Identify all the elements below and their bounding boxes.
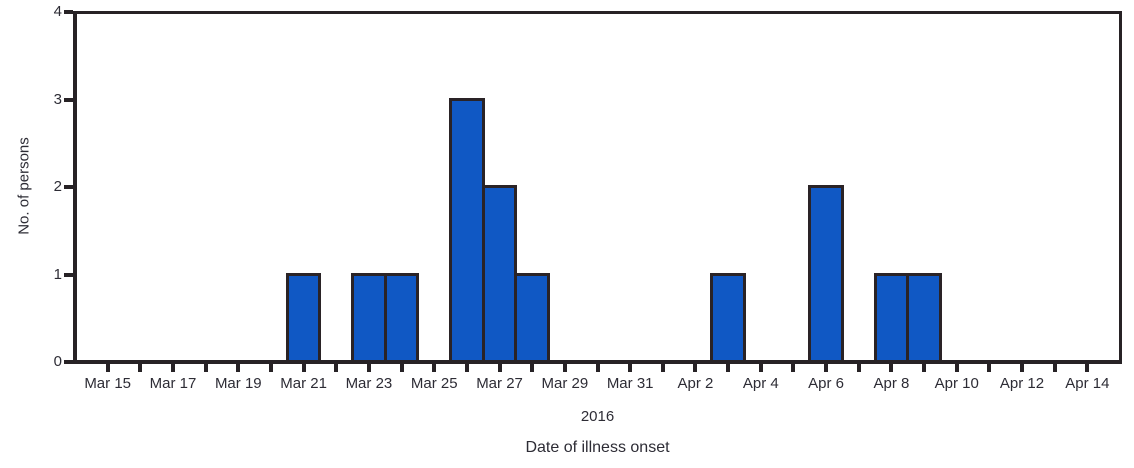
x-axis-tick bbox=[856, 364, 861, 372]
x-axis-tick-label: Mar 23 bbox=[345, 375, 393, 392]
x-axis-tick-label: Mar 19 bbox=[214, 375, 262, 392]
x-axis-tick bbox=[366, 364, 371, 372]
bar bbox=[383, 272, 420, 360]
x-axis-tick bbox=[791, 364, 796, 372]
x-axis-tick bbox=[922, 364, 927, 372]
x-axis-tick-label: Mar 27 bbox=[476, 375, 523, 392]
x-axis-tick bbox=[562, 364, 567, 372]
x-axis-tick bbox=[660, 364, 665, 372]
x-axis-tick-label: Apr 4 bbox=[742, 375, 779, 392]
y-axis-tick-label: 3 bbox=[53, 90, 62, 108]
x-axis-tick bbox=[138, 364, 143, 372]
plot-area bbox=[73, 11, 1122, 364]
x-axis-tick-label: Apr 10 bbox=[934, 375, 979, 392]
bar bbox=[285, 272, 322, 360]
x-axis-tick-label: Mar 29 bbox=[541, 375, 589, 392]
x-axis-tick bbox=[1085, 364, 1090, 372]
x-axis-tick-label: Mar 21 bbox=[280, 375, 327, 392]
x-axis-tick bbox=[693, 364, 698, 372]
x-axis-tick bbox=[170, 364, 175, 372]
x-axis-tick-label: Apr 12 bbox=[999, 375, 1045, 392]
y-axis-tick-label: 1 bbox=[53, 265, 62, 283]
bar bbox=[906, 272, 942, 360]
x-axis-tick-label: Apr 2 bbox=[677, 375, 714, 392]
x-axis-tick-label: Apr 14 bbox=[1065, 375, 1110, 392]
y-axis-tick-label: 0 bbox=[53, 353, 62, 370]
y-axis-tick bbox=[64, 185, 73, 189]
y-axis-tick bbox=[64, 272, 73, 277]
y-axis-tick-label: 4 bbox=[53, 3, 62, 20]
x-axis-tick bbox=[726, 364, 731, 372]
x-axis-tick bbox=[464, 364, 469, 372]
x-axis-year-label: 2016 bbox=[580, 408, 615, 425]
bar bbox=[449, 97, 485, 360]
x-axis-tick bbox=[824, 364, 829, 372]
x-axis-tick bbox=[954, 364, 959, 372]
bar bbox=[873, 272, 910, 360]
x-axis-tick bbox=[105, 364, 110, 372]
x-axis-tick bbox=[432, 364, 437, 372]
x-axis-tick bbox=[628, 364, 633, 372]
x-axis-tick bbox=[1052, 364, 1057, 372]
bar bbox=[351, 272, 387, 360]
bar bbox=[710, 272, 746, 360]
x-axis-tick bbox=[236, 364, 241, 372]
x-axis-tick bbox=[203, 364, 208, 372]
x-axis-tick bbox=[595, 364, 600, 372]
x-axis-tick bbox=[758, 364, 763, 372]
y-axis-tick-label: 2 bbox=[53, 178, 62, 195]
x-axis-tick bbox=[530, 364, 535, 372]
x-axis-tick-label: Mar 31 bbox=[606, 375, 654, 392]
bar bbox=[481, 185, 518, 360]
y-axis-tick bbox=[64, 97, 73, 102]
bar bbox=[514, 272, 551, 360]
x-axis-label: Date of illness onset bbox=[525, 439, 670, 456]
y-axis-tick bbox=[64, 360, 73, 364]
x-axis-tick bbox=[987, 364, 992, 372]
y-axis-tick bbox=[64, 10, 73, 14]
x-axis-tick-label: Apr 8 bbox=[873, 375, 910, 392]
x-axis-tick bbox=[399, 364, 404, 372]
x-axis-tick bbox=[334, 364, 339, 372]
x-axis-tick bbox=[1020, 364, 1025, 372]
x-axis-tick-label: Mar 15 bbox=[84, 375, 131, 392]
x-axis-tick bbox=[889, 364, 894, 372]
x-axis-tick-label: Apr 6 bbox=[808, 375, 845, 392]
x-axis-tick-label: Mar 25 bbox=[410, 375, 458, 392]
x-axis-tick-label: Mar 17 bbox=[149, 375, 197, 392]
x-axis-tick bbox=[268, 364, 273, 372]
x-axis-tick bbox=[301, 364, 306, 372]
x-axis-tick bbox=[497, 364, 502, 372]
bar bbox=[808, 185, 844, 360]
